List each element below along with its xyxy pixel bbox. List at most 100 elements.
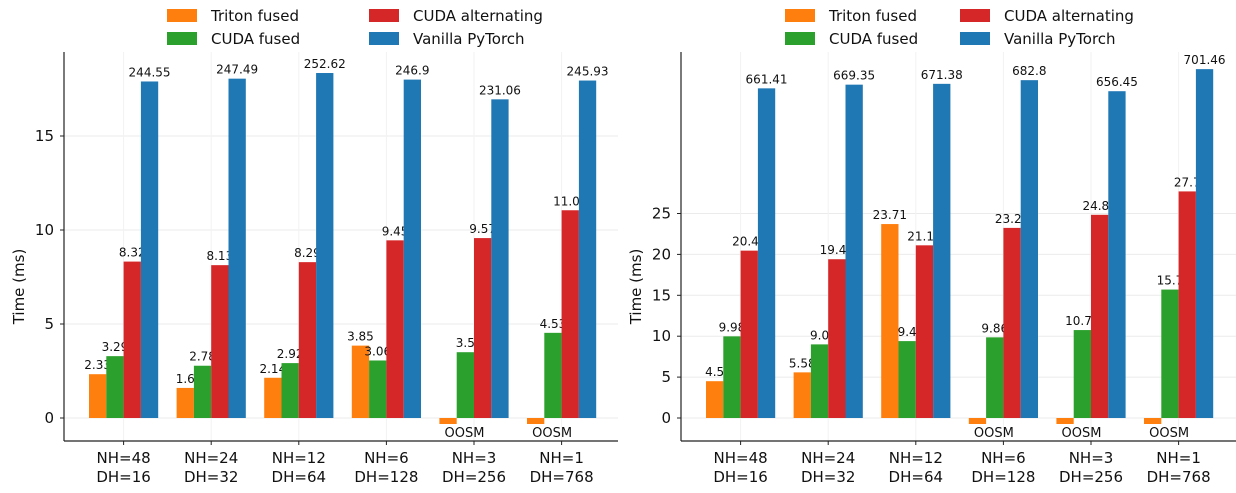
legend-swatch (167, 9, 197, 22)
bar-value-label: 2.92 (277, 347, 304, 361)
x-tick-label: NH=3 (1069, 449, 1114, 467)
x-tick-label: NH=6 (981, 449, 1026, 467)
bar-value-label: 9.4 (898, 325, 917, 339)
bar (228, 78, 246, 418)
bar (351, 345, 370, 418)
bar (544, 332, 562, 418)
x-tick-label: DH=128 (971, 468, 1035, 486)
bar (845, 84, 863, 418)
bar (1178, 191, 1196, 418)
bar (474, 238, 492, 418)
bar-value-label: 2.14 (259, 362, 286, 376)
bar (193, 365, 212, 418)
y-tick-label: 0 (661, 409, 671, 427)
bar (1161, 289, 1179, 418)
missing-value-label: OOSM (974, 426, 1014, 441)
bar (1073, 330, 1091, 418)
bar (810, 344, 829, 418)
bar (491, 99, 509, 418)
bar-value-label: 15.7 (1157, 274, 1184, 288)
bar-value-label: 3.5 (456, 336, 475, 350)
legend-label: CUDA fused (211, 30, 300, 48)
bar-value-label: 2.33 (84, 358, 111, 372)
x-tick-label: DH=32 (184, 468, 239, 486)
bar-value-label: 23.71 (873, 208, 907, 222)
x-tick-label: NH=12 (272, 449, 326, 467)
bar (316, 73, 334, 419)
bar (706, 381, 724, 418)
x-tick-label: DH=64 (889, 468, 944, 486)
bar (986, 337, 1004, 418)
legend-label: Triton fused (828, 7, 917, 25)
bar-value-label: 10.75 (1065, 314, 1099, 328)
x-tick-label: NH=48 (714, 449, 768, 467)
bar-missing-stub (1144, 418, 1162, 424)
missing-value-label: OOSM (445, 426, 485, 441)
x-tick-label: DH=128 (354, 468, 418, 486)
legend-swatch (960, 32, 990, 45)
x-tick-label: NH=6 (364, 449, 409, 467)
legend-label: CUDA fused (829, 30, 918, 48)
legend-swatch (785, 32, 815, 45)
y-axis-label: Time (ms) (10, 249, 28, 326)
bar (1195, 69, 1214, 419)
bar-value-label: 9.0 (810, 328, 829, 342)
bar-value-label: 20.46 (732, 235, 766, 249)
bar (1020, 80, 1038, 418)
y-tick-label: 5 (44, 315, 54, 333)
bar-value-label: 23.24 (995, 212, 1029, 226)
bar (898, 341, 916, 418)
bar-value-label: 24.84 (1082, 199, 1116, 213)
x-tick-label: DH=16 (96, 468, 151, 486)
bar (723, 336, 741, 418)
bar-value-label: 701.46 (1184, 53, 1226, 67)
bar (933, 83, 951, 419)
bar-value-label: 3.85 (347, 330, 374, 344)
bar (89, 374, 107, 418)
bar-value-label: 9.86 (981, 321, 1008, 335)
bar-value-label: 244.55 (129, 65, 171, 79)
x-tick-label: NH=3 (452, 449, 497, 467)
y-tick-label: 5 (661, 368, 671, 386)
bar (828, 259, 846, 418)
bar-value-label: 656.45 (1096, 75, 1138, 89)
x-tick-label: NH=1 (1156, 449, 1201, 467)
bar-value-label: 11.05 (553, 194, 587, 208)
bar-value-label: 9.57 (469, 222, 496, 236)
bar-missing-stub (439, 418, 457, 424)
legend-label: Triton fused (210, 7, 299, 25)
bar-value-label: 4.5 (705, 365, 724, 379)
bar (578, 80, 597, 418)
bar (211, 265, 229, 418)
bar-value-label: 21.11 (907, 229, 941, 243)
legend-label: CUDA alternating (1004, 7, 1134, 25)
y-axis-label: Time (ms) (627, 249, 645, 326)
bar-value-label: 669.35 (833, 69, 875, 83)
bar (915, 245, 934, 418)
bar (1003, 227, 1021, 418)
bar (264, 377, 282, 418)
bar-value-label: 247.49 (216, 63, 258, 77)
bar (281, 363, 299, 418)
legend-swatch (369, 32, 399, 45)
bar-value-label: 252.62 (304, 57, 346, 71)
missing-value-label: OOSM (532, 426, 572, 441)
bar (740, 250, 758, 418)
x-tick-label: NH=1 (539, 449, 584, 467)
bar-missing-stub (968, 418, 987, 424)
legend-swatch (960, 9, 990, 22)
bar (456, 352, 474, 418)
bar-value-label: 9.45 (382, 224, 409, 238)
bar-value-label: 246.9 (395, 64, 429, 78)
legend-label: Vanilla PyTorch (1004, 30, 1116, 48)
y-tick-label: 0 (44, 409, 54, 427)
bar (793, 372, 811, 418)
bar (403, 79, 421, 418)
bar-value-label: 27.7 (1174, 175, 1201, 189)
x-tick-label: DH=256 (1059, 468, 1123, 486)
bar-missing-stub (527, 418, 545, 424)
bar (1108, 91, 1126, 419)
x-tick-label: DH=768 (1147, 468, 1211, 486)
